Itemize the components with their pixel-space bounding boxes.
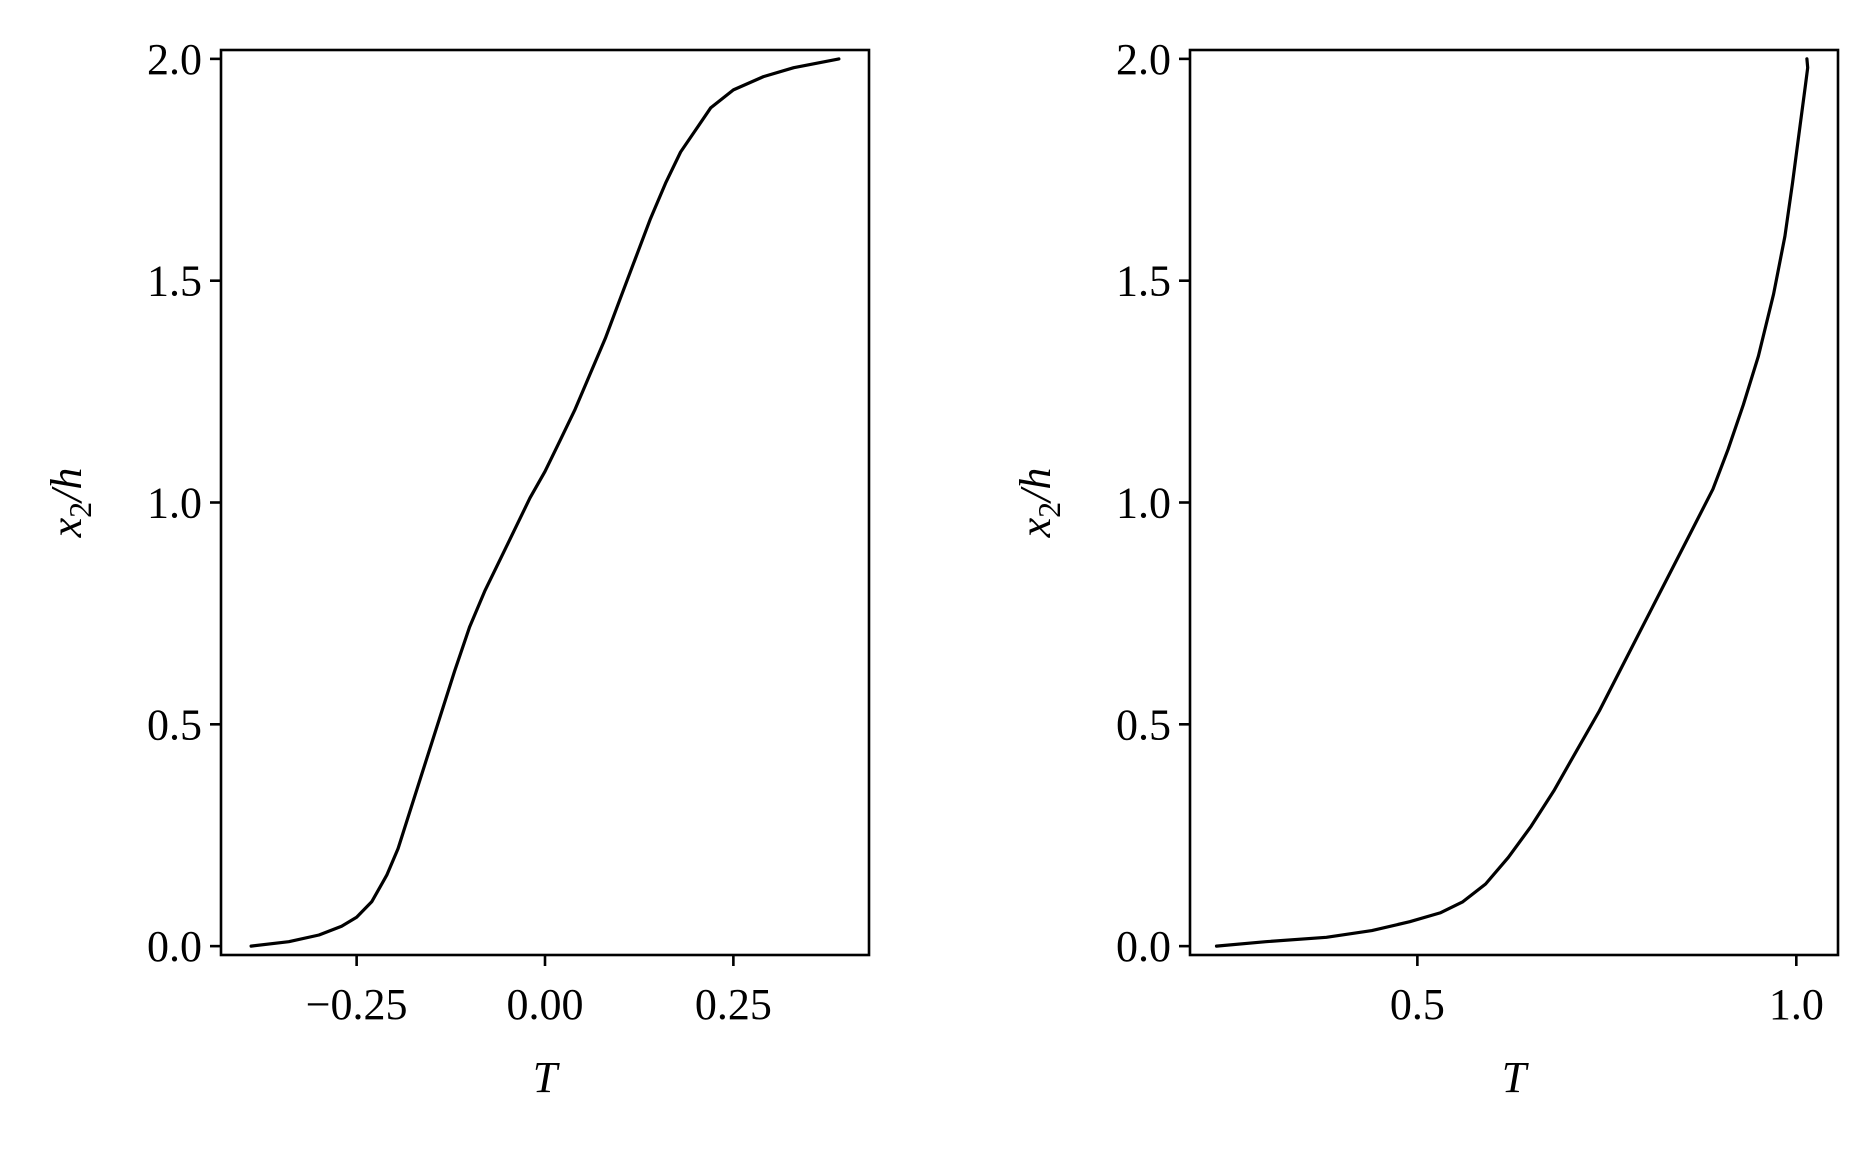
y-tick-label: 0.5	[147, 700, 202, 749]
y-axis-label-subscript: 2	[62, 502, 98, 518]
y-tick-label: 0.5	[1116, 700, 1171, 749]
y-axis-label-tail: /h	[42, 468, 91, 505]
x-tick-label: 0.5	[1390, 980, 1445, 1029]
chart-panel-2: 0.5 1.0 0.0 0.5 1.0 1.5 2.0 Tx2/h	[1011, 35, 1840, 1102]
x-tick-label: −0.25	[306, 980, 408, 1029]
series-line-1	[1214, 57, 1810, 948]
chart-panel-1: −0.25 0.00 0.25 0.0 0.5 1.0 1.5 2.0 Tx2/h	[42, 35, 871, 1102]
y-axis-label-tail: /h	[1011, 468, 1060, 505]
y-tick-label: 2.0	[1116, 35, 1171, 84]
y-tick-label: 1.0	[147, 479, 202, 528]
y-tick-label: 0.0	[1116, 922, 1171, 971]
y-axis-label: x2/h	[42, 468, 98, 539]
series-line-1	[249, 57, 841, 948]
y-axis-label-main: x	[1011, 517, 1060, 538]
y-axis-label-main: x	[42, 517, 91, 538]
y-axis-label: x2/h	[1011, 468, 1067, 539]
x-tick-label: 0.00	[507, 980, 584, 1029]
y-tick-label: 0.0	[147, 922, 202, 971]
y-tick-label: 1.0	[1116, 479, 1171, 528]
x-tick-label: 1.0	[1769, 980, 1824, 1029]
x-tick-label: 0.25	[695, 980, 772, 1029]
y-tick-label: 2.0	[147, 35, 202, 84]
x-axis-label: T	[533, 1053, 561, 1102]
plot-frame	[1188, 48, 1840, 957]
y-tick-label: 1.5	[147, 257, 202, 306]
y-axis-label-subscript: 2	[1031, 502, 1067, 518]
y-tick-label: 1.5	[1116, 257, 1171, 306]
plot-frame	[219, 48, 871, 957]
x-axis-label: T	[1502, 1053, 1530, 1102]
